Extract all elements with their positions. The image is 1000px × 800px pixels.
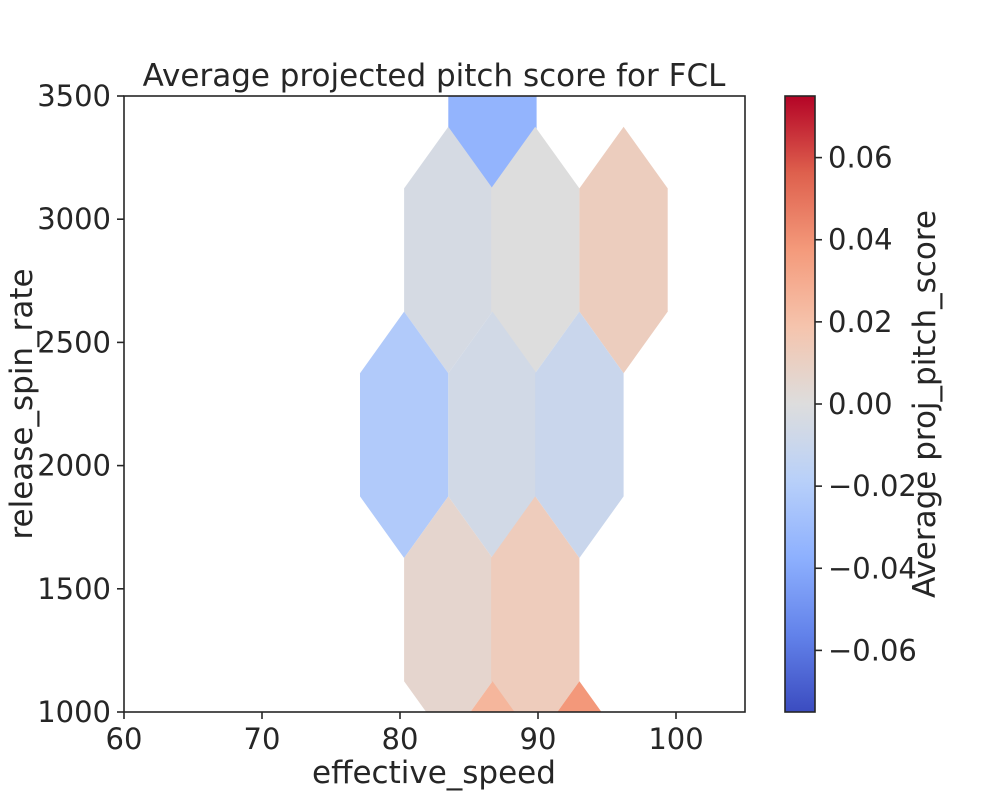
y-tick-label: 1000: [37, 695, 111, 729]
hex-bin-10: [470, 681, 515, 712]
chart-title: Average projected pitch score for FCL: [143, 58, 726, 94]
hex-bin-7: [535, 311, 624, 558]
hex-bin-6: [448, 311, 537, 558]
x-tick-label: 90: [520, 722, 557, 756]
y-axis: 1000 1500 2000 2500 3000 3500: [37, 79, 124, 729]
x-tick-label: 100: [648, 722, 703, 756]
colorbar-tick-label: −0.04: [828, 551, 917, 585]
x-tick-label: 60: [106, 722, 143, 756]
colorbar-tick-label: −0.02: [828, 469, 917, 503]
hex-bin-4: [579, 126, 668, 374]
x-tick-label: 80: [382, 722, 419, 756]
x-axis-title: effective_speed: [312, 755, 556, 791]
y-tick-label: 2000: [37, 449, 111, 483]
colorbar-tick-label: −0.06: [828, 633, 917, 667]
colorbar-tick-label: 0.00: [828, 387, 893, 421]
hex-bin-5: [360, 311, 449, 558]
hex-bin-8: [404, 496, 493, 712]
plot-frame: [123, 95, 746, 713]
colorbar: [784, 95, 816, 713]
y-tick-label: 1500: [37, 572, 111, 606]
colorbar-ticks: 0.06 0.04 0.02 0.00 −0.02 −0.04 −0.06: [815, 141, 917, 667]
y-tick-label: 3500: [37, 79, 111, 113]
y-tick-label: 3000: [37, 202, 111, 236]
colorbar-tick-label: 0.04: [828, 223, 893, 257]
colorbar-tick-label: 0.02: [828, 305, 893, 339]
hex-layer: [360, 96, 668, 712]
colorbar-title: Average proj_pitch_score: [907, 210, 943, 598]
x-axis: 60 70 80 90 100: [106, 712, 704, 756]
hex-bin-2: [404, 126, 493, 374]
hex-bin-11: [557, 681, 602, 712]
y-tick-label: 2500: [37, 325, 111, 359]
hex-bin-9: [491, 496, 580, 712]
y-axis-title: release_spin_rate: [4, 268, 40, 539]
hex-bin-3: [491, 126, 580, 374]
x-tick-label: 70: [244, 722, 281, 756]
colorbar-tick-label: 0.06: [828, 141, 893, 175]
